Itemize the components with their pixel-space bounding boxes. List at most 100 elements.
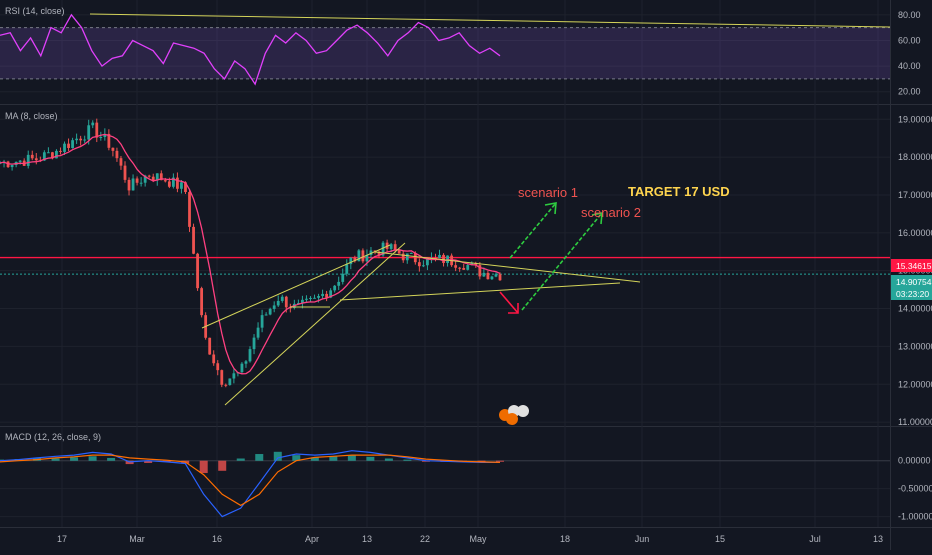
candle-body: [59, 150, 62, 152]
channel-upper-line: [201, 244, 391, 329]
macd-signal-line: [0, 454, 501, 507]
macd-y-axis[interactable]: -1.00000 -0.50000 0.00000: [898, 456, 932, 522]
candle-body: [345, 264, 349, 274]
y-tick-label: 12.00000: [898, 379, 932, 389]
candle-body: [252, 337, 256, 350]
candle-body: [494, 274, 498, 277]
macd-histogram-bar: [292, 455, 301, 461]
candle-body: [353, 257, 357, 262]
candle-body: [438, 254, 441, 259]
y-tick-label: 19.00000: [898, 114, 932, 124]
candle-body: [498, 274, 502, 281]
candle-body: [478, 265, 482, 277]
candle-body: [103, 133, 107, 138]
candle-body: [123, 165, 127, 180]
candle-body: [30, 154, 34, 159]
scenario-1-arrowhead: [544, 202, 557, 215]
scenario-arrows: [499, 202, 603, 314]
macd-histogram-bar: [347, 455, 356, 461]
candle-body: [151, 176, 155, 181]
candle-body: [127, 179, 131, 191]
candle-body: [63, 143, 66, 152]
candle-body: [426, 258, 429, 266]
candle-body: [232, 373, 236, 379]
candle-body: [228, 378, 232, 385]
candle-body: [474, 263, 478, 266]
candle-body: [417, 262, 421, 267]
candle-body: [240, 363, 244, 373]
candle-body: [321, 293, 324, 297]
macd-histogram-bar: [255, 454, 264, 461]
price-pane-title: MA (8, close): [5, 111, 58, 121]
event-icons[interactable]: [499, 405, 529, 425]
candle-body: [176, 177, 179, 189]
candle-body: [51, 152, 54, 159]
candle-body: [159, 173, 163, 181]
candle-body: [389, 244, 393, 249]
candle-body: [349, 257, 353, 265]
scenario-2-arrow: [521, 212, 603, 311]
candle-body: [224, 384, 228, 386]
rsi-y-axis[interactable]: 20.00 40.00 60.00 80.00: [898, 10, 921, 97]
candle-body: [393, 244, 397, 251]
time-axis[interactable]: 17 Mar 16 Apr 13 22 May 18 Jun 15 Jul 13: [57, 534, 883, 544]
candle-body: [220, 370, 224, 385]
event-flag-icon[interactable]: [506, 413, 518, 425]
candle-body: [309, 297, 312, 299]
time-tick-label: 18: [560, 534, 570, 544]
candle-body: [305, 298, 308, 300]
candle-body: [67, 143, 70, 148]
breakdown-arrowhead: [508, 303, 519, 314]
candle-body: [442, 254, 445, 263]
time-tick-label: 13: [362, 534, 372, 544]
y-tick-label: 14.00000: [898, 304, 932, 314]
scenario-2-arrowhead: [591, 212, 603, 225]
macd-histogram-bar: [88, 456, 97, 461]
candle-body: [83, 139, 87, 141]
dividend-icon[interactable]: [517, 405, 529, 417]
candle-body: [373, 250, 377, 252]
candle-body: [87, 125, 91, 140]
candle-body: [272, 305, 276, 309]
candle-body: [301, 299, 304, 303]
candle-body: [284, 296, 288, 308]
macd-histogram-bar: [218, 460, 227, 471]
countdown-label: 03:23:20: [896, 289, 929, 299]
candle-body: [466, 265, 470, 270]
triangle-upper-line: [374, 251, 641, 283]
last-price-tag: [891, 275, 932, 300]
candle-body: [482, 272, 486, 277]
y-tick-label: 20.00: [898, 87, 921, 97]
y-tick-label: 16.00000: [898, 228, 932, 238]
y-tick-label: -1.00000: [898, 512, 932, 522]
candle-body: [42, 152, 46, 161]
time-tick-label: Jul: [809, 534, 821, 544]
macd-histogram-bar: [51, 458, 60, 461]
annotation-scenario-1: scenario 1: [518, 185, 578, 200]
candle-body: [115, 150, 119, 159]
macd-histogram-bar: [70, 457, 79, 461]
y-tick-label: 0.00000: [898, 456, 931, 466]
candle-body: [200, 288, 204, 316]
candle-body: [421, 265, 425, 267]
candle-body: [208, 337, 212, 355]
channel-lower-line: [224, 242, 406, 406]
y-tick-label: 40.00: [898, 61, 921, 71]
macd-histogram-bar: [403, 459, 412, 461]
candle-body: [192, 226, 195, 254]
time-tick-label: Jun: [635, 534, 650, 544]
candle-body: [333, 285, 337, 291]
macd-histogram-bar: [199, 460, 208, 474]
candle-body: [276, 300, 280, 306]
triangle-lower-line: [339, 282, 621, 301]
candle-body: [337, 281, 341, 286]
candle-body: [264, 314, 268, 316]
candle-body: [18, 160, 22, 162]
candle-body: [91, 122, 95, 126]
y-tick-label: -0.50000: [898, 484, 932, 494]
candle-body: [119, 158, 123, 166]
candle-body: [357, 250, 361, 262]
